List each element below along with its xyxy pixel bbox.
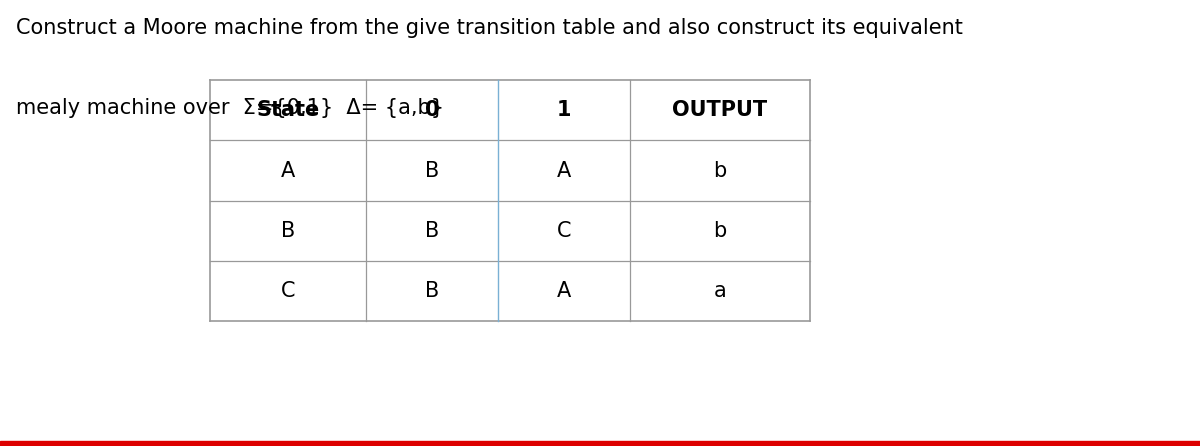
Text: State: State xyxy=(257,100,319,120)
Text: A: A xyxy=(557,161,571,181)
Text: 0: 0 xyxy=(425,100,439,120)
Text: B: B xyxy=(425,161,439,181)
Text: OUTPUT: OUTPUT xyxy=(672,100,768,120)
Text: a: a xyxy=(714,281,726,301)
Text: mealy machine over  Σ={0,1}  Δ= {a,b}: mealy machine over Σ={0,1} Δ= {a,b} xyxy=(16,98,444,118)
Text: b: b xyxy=(713,221,727,241)
Text: b: b xyxy=(713,161,727,181)
Text: A: A xyxy=(281,161,295,181)
Text: B: B xyxy=(281,221,295,241)
Text: B: B xyxy=(425,221,439,241)
Text: 1: 1 xyxy=(557,100,571,120)
Text: C: C xyxy=(281,281,295,301)
Text: Construct a Moore machine from the give transition table and also construct its : Construct a Moore machine from the give … xyxy=(16,18,962,38)
Text: C: C xyxy=(557,221,571,241)
Text: A: A xyxy=(557,281,571,301)
Text: B: B xyxy=(425,281,439,301)
